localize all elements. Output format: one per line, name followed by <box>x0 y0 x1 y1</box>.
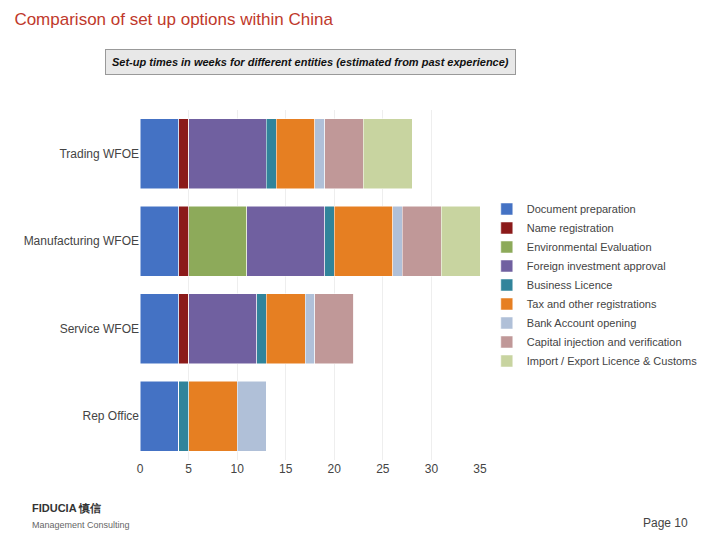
svg-text:10: 10 <box>230 462 244 476</box>
svg-text:Name registration: Name registration <box>527 222 614 234</box>
svg-text:25: 25 <box>376 462 390 476</box>
svg-text:Service WFOE: Service WFOE <box>60 322 139 336</box>
svg-text:Manufacturing WFOE: Manufacturing WFOE <box>24 234 139 248</box>
svg-text:Bank Account opening: Bank Account opening <box>527 317 636 329</box>
svg-text:Environmental Evaluation: Environmental Evaluation <box>527 241 652 253</box>
svg-text:Trading WFOE: Trading WFOE <box>59 147 139 161</box>
svg-text:Tax and other registrations: Tax and other registrations <box>527 298 657 310</box>
svg-text:Comparison of set up options w: Comparison of set up options within Chin… <box>14 10 333 29</box>
svg-text:Business Licence: Business Licence <box>527 279 613 291</box>
svg-text:35: 35 <box>473 462 487 476</box>
svg-text:FIDUCIA 慎信: FIDUCIA 慎信 <box>32 502 101 514</box>
svg-text:Rep Office: Rep Office <box>83 409 140 423</box>
svg-text:15: 15 <box>279 462 293 476</box>
svg-text:5: 5 <box>185 462 192 476</box>
svg-text:Set-up times in weeks for diff: Set-up times in weeks for different enti… <box>112 56 509 68</box>
svg-text:Page 10: Page 10 <box>643 516 688 530</box>
svg-text:Foreign investment approval: Foreign investment approval <box>527 260 666 272</box>
svg-text:Capital injection and verifica: Capital injection and verification <box>527 336 682 348</box>
svg-text:Management Consulting: Management Consulting <box>32 520 130 530</box>
svg-text:0: 0 <box>137 462 144 476</box>
svg-text:Document preparation: Document preparation <box>527 203 636 215</box>
svg-text:20: 20 <box>328 462 342 476</box>
svg-text:30: 30 <box>425 462 439 476</box>
svg-text:Import / Export Licence & Cust: Import / Export Licence & Customs <box>527 355 697 367</box>
